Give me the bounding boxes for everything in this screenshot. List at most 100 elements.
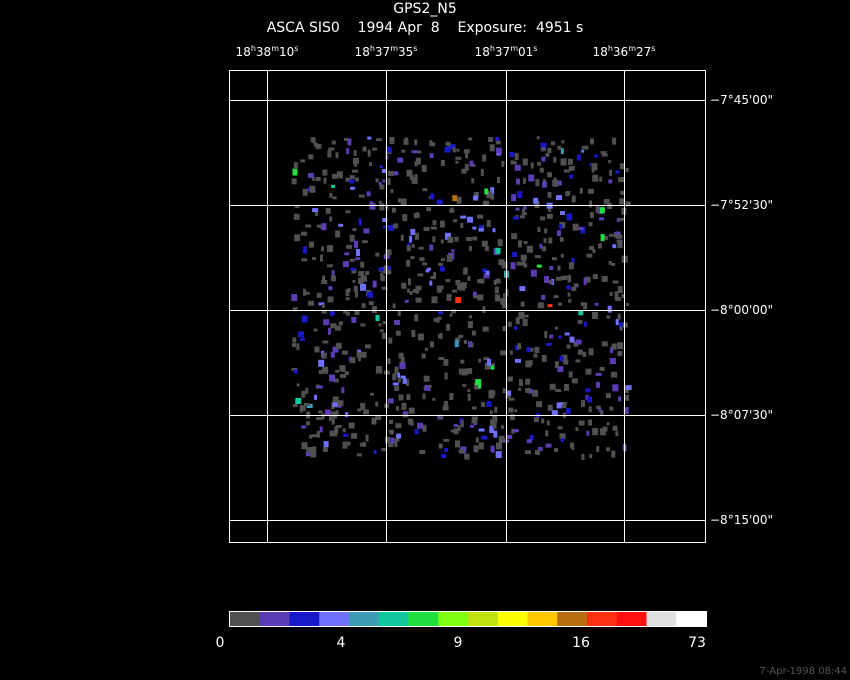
count-pixel (404, 299, 409, 303)
count-pixel (514, 164, 521, 171)
count-pixel (314, 212, 318, 216)
count-pixel (578, 420, 585, 426)
coordinate-grid (229, 70, 706, 543)
count-pixel (411, 176, 418, 184)
count-pixel (308, 154, 314, 160)
count-pixel (351, 432, 358, 439)
count-pixel (455, 297, 462, 304)
count-pixel (489, 410, 493, 415)
count-pixel (372, 147, 378, 151)
count-pixel (523, 263, 528, 268)
count-pixel (394, 441, 398, 448)
count-pixel (541, 354, 547, 362)
count-pixel (453, 428, 459, 435)
count-pixel (397, 377, 401, 383)
count-pixel (389, 419, 393, 424)
count-pixel (556, 402, 563, 409)
count-pixel (521, 212, 527, 216)
count-pixel (313, 328, 318, 332)
count-pixel (344, 371, 349, 376)
count-pixel (573, 283, 579, 288)
count-pixel (332, 173, 337, 179)
count-pixel (458, 334, 464, 338)
count-pixel (396, 433, 402, 439)
count-pixel (625, 394, 630, 401)
count-pixel (541, 418, 545, 424)
count-pixel (587, 396, 592, 403)
count-pixel (419, 450, 426, 455)
count-pixel (365, 434, 369, 442)
count-pixel (583, 277, 587, 285)
count-pixel (394, 320, 400, 325)
count-pixel (468, 341, 473, 348)
count-pixel (402, 377, 407, 384)
count-pixel (385, 249, 392, 256)
count-pixel (617, 313, 621, 320)
count-pixel (511, 428, 515, 434)
count-pixel (341, 350, 348, 355)
count-pixel (315, 177, 321, 181)
count-pixel (474, 382, 481, 390)
count-pixel (560, 253, 564, 258)
count-pixel (518, 379, 523, 387)
count-pixel (451, 309, 457, 314)
count-pixel (520, 301, 525, 307)
count-pixel (625, 201, 631, 207)
count-pixel (578, 227, 584, 230)
count-pixel (565, 408, 571, 415)
count-pixel (429, 140, 433, 147)
count-pixel (400, 375, 406, 379)
count-pixel (321, 246, 324, 252)
count-pixel (426, 267, 431, 271)
count-pixel (379, 329, 384, 333)
count-pixel (406, 259, 411, 267)
count-pixel (553, 295, 559, 299)
count-pixel (319, 426, 323, 433)
count-pixel (387, 170, 394, 176)
count-pixel (541, 156, 546, 162)
count-pixel (605, 393, 611, 399)
count-pixel (338, 321, 343, 326)
count-pixel (406, 379, 409, 387)
count-pixel (436, 199, 443, 205)
count-pixel (548, 280, 553, 284)
count-pixel (417, 273, 424, 277)
count-pixel (335, 230, 341, 238)
count-pixel (356, 351, 363, 358)
count-pixel (594, 154, 599, 158)
count-pixel (304, 291, 310, 295)
count-pixel (599, 428, 606, 436)
count-pixel (518, 387, 522, 391)
count-pixel (382, 266, 388, 274)
count-pixel (390, 189, 394, 194)
count-pixel (432, 220, 437, 226)
count-pixel (323, 177, 327, 184)
count-pixel (301, 231, 307, 236)
dec-tick-label: −8°00'00" (710, 303, 774, 317)
colorbar-segment (408, 612, 439, 626)
count-pixel (335, 342, 342, 349)
xray-image-panel[interactable] (229, 70, 707, 544)
dec-tick-label: −8°07'30" (710, 408, 774, 422)
count-pixel (383, 225, 388, 229)
count-pixel (579, 187, 583, 194)
count-pixel (591, 163, 598, 171)
count-pixel (358, 218, 362, 226)
count-pixel (534, 201, 540, 209)
count-pixel (331, 184, 336, 188)
count-pixel (536, 401, 543, 408)
count-pixel (367, 291, 374, 298)
count-pixel (360, 323, 366, 327)
count-pixel (291, 367, 298, 371)
count-pixel (559, 221, 566, 228)
count-pixel (555, 389, 562, 393)
count-pixel (349, 234, 355, 242)
count-pixel (345, 210, 351, 214)
count-pixel (468, 137, 473, 141)
count-pixel (380, 275, 385, 282)
count-pixel (316, 224, 323, 228)
count-pixel (463, 149, 470, 154)
count-pixel (503, 293, 507, 298)
count-pixel (453, 424, 458, 427)
count-pixel (335, 369, 340, 373)
